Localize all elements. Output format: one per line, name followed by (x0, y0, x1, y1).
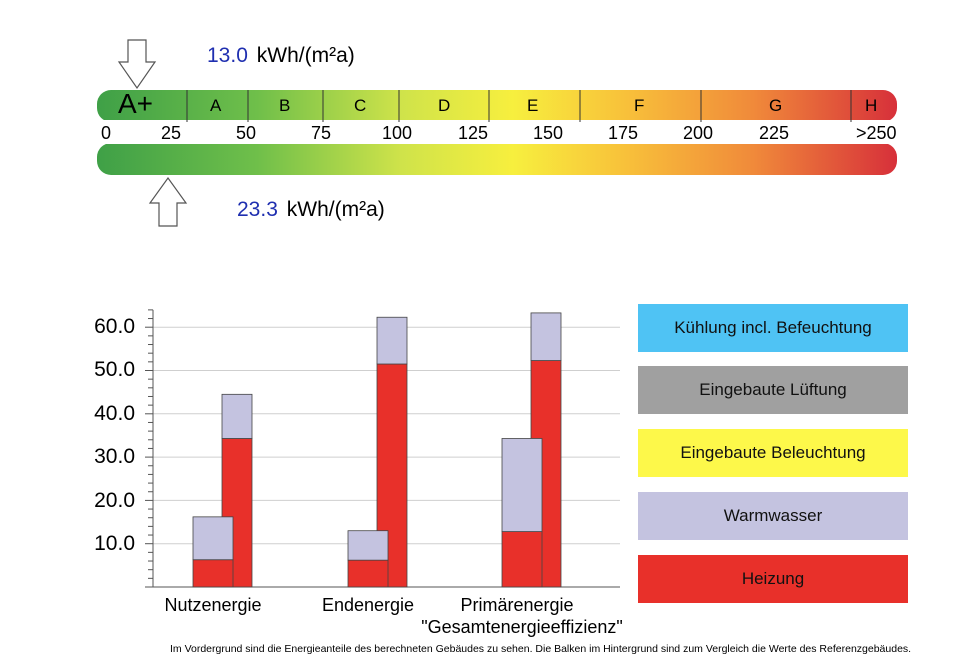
legend-heizung: Heizung (638, 555, 908, 603)
legend-beleuchtung: Eingebaute Beleuchtung (638, 429, 908, 477)
scale-tick: 225 (759, 123, 790, 143)
bottom-marker-unit: kWh/(m²a) (286, 198, 385, 221)
class-label-d: D (438, 96, 451, 115)
efficiency-scale (97, 39, 897, 227)
y-tick-label: 50.0 (94, 358, 135, 381)
scale-tick: 150 (533, 123, 564, 143)
scale-tick: 100 (382, 123, 413, 143)
category-label-primaerenergie: Primärenergie (460, 595, 574, 615)
class-label-e: E (527, 96, 539, 115)
scale-tick: 200 (683, 123, 714, 143)
scale-tick: 175 (608, 123, 639, 143)
top-marker-unit: kWh/(m²a) (256, 44, 355, 67)
class-label-c: C (354, 96, 367, 115)
reference-bar-warmwasser (530, 312, 562, 361)
class-label-a: A (210, 96, 222, 115)
y-tick-label: 20.0 (94, 489, 135, 512)
class-label-f: F (634, 96, 645, 115)
scale-tick-band (97, 120, 897, 144)
category-sublabel: "Gesamtenergieeffizienz" (421, 617, 623, 637)
scale-tick: 50 (236, 123, 257, 143)
y-tick-label: 10.0 (94, 532, 135, 555)
bottom-marker-value: 23.3 (237, 198, 278, 221)
legend-lueftung: Eingebaute Lüftung (638, 366, 908, 414)
building-bar-heizung (501, 531, 543, 588)
scale-bar-bottom (97, 143, 897, 175)
scale-tick: >250 (856, 123, 897, 143)
building-bar-warmwasser (501, 438, 543, 532)
y-tick-label: 40.0 (94, 402, 135, 425)
reference-bar-warmwasser (221, 393, 253, 439)
scale-tick: 25 (161, 123, 182, 143)
top-marker-readout: 13.0 kWh/(m²a) (207, 44, 355, 68)
chart-footnote: Im Vordergrund sind die Energieanteile d… (170, 643, 912, 655)
bottom-marker-arrow (148, 176, 188, 227)
class-label-g: G (769, 96, 783, 115)
building-bar-warmwasser (192, 516, 234, 561)
class-dividers (186, 90, 852, 122)
building-bar-heizung (192, 559, 234, 588)
scale-tick: 0 (101, 123, 112, 143)
bottom-marker-readout: 23.3 kWh/(m²a) (237, 198, 385, 222)
y-tick-label: 60.0 (94, 315, 135, 338)
scale-tick: 125 (458, 123, 489, 143)
scale-bar-top (97, 90, 897, 122)
legend-kuehlung: Kühlung incl. Befeuchtung (638, 304, 908, 352)
building-bar-heizung (347, 559, 389, 588)
legend-warmwasser: Warmwasser (638, 492, 908, 540)
top-marker-arrow (117, 39, 157, 90)
class-label-h: H (865, 96, 878, 115)
y-tick-label: 30.0 (94, 445, 135, 468)
building-bar-warmwasser (347, 530, 389, 561)
top-marker-value: 13.0 (207, 44, 248, 67)
scale-tick: 75 (311, 123, 332, 143)
category-label-endenergie: Endenergie (321, 595, 415, 615)
class-label-aplus: A+ (118, 88, 154, 119)
reference-bar-warmwasser (376, 316, 408, 365)
category-label-nutzenergie: Nutzenergie (164, 595, 262, 615)
class-label-b: B (279, 96, 291, 115)
